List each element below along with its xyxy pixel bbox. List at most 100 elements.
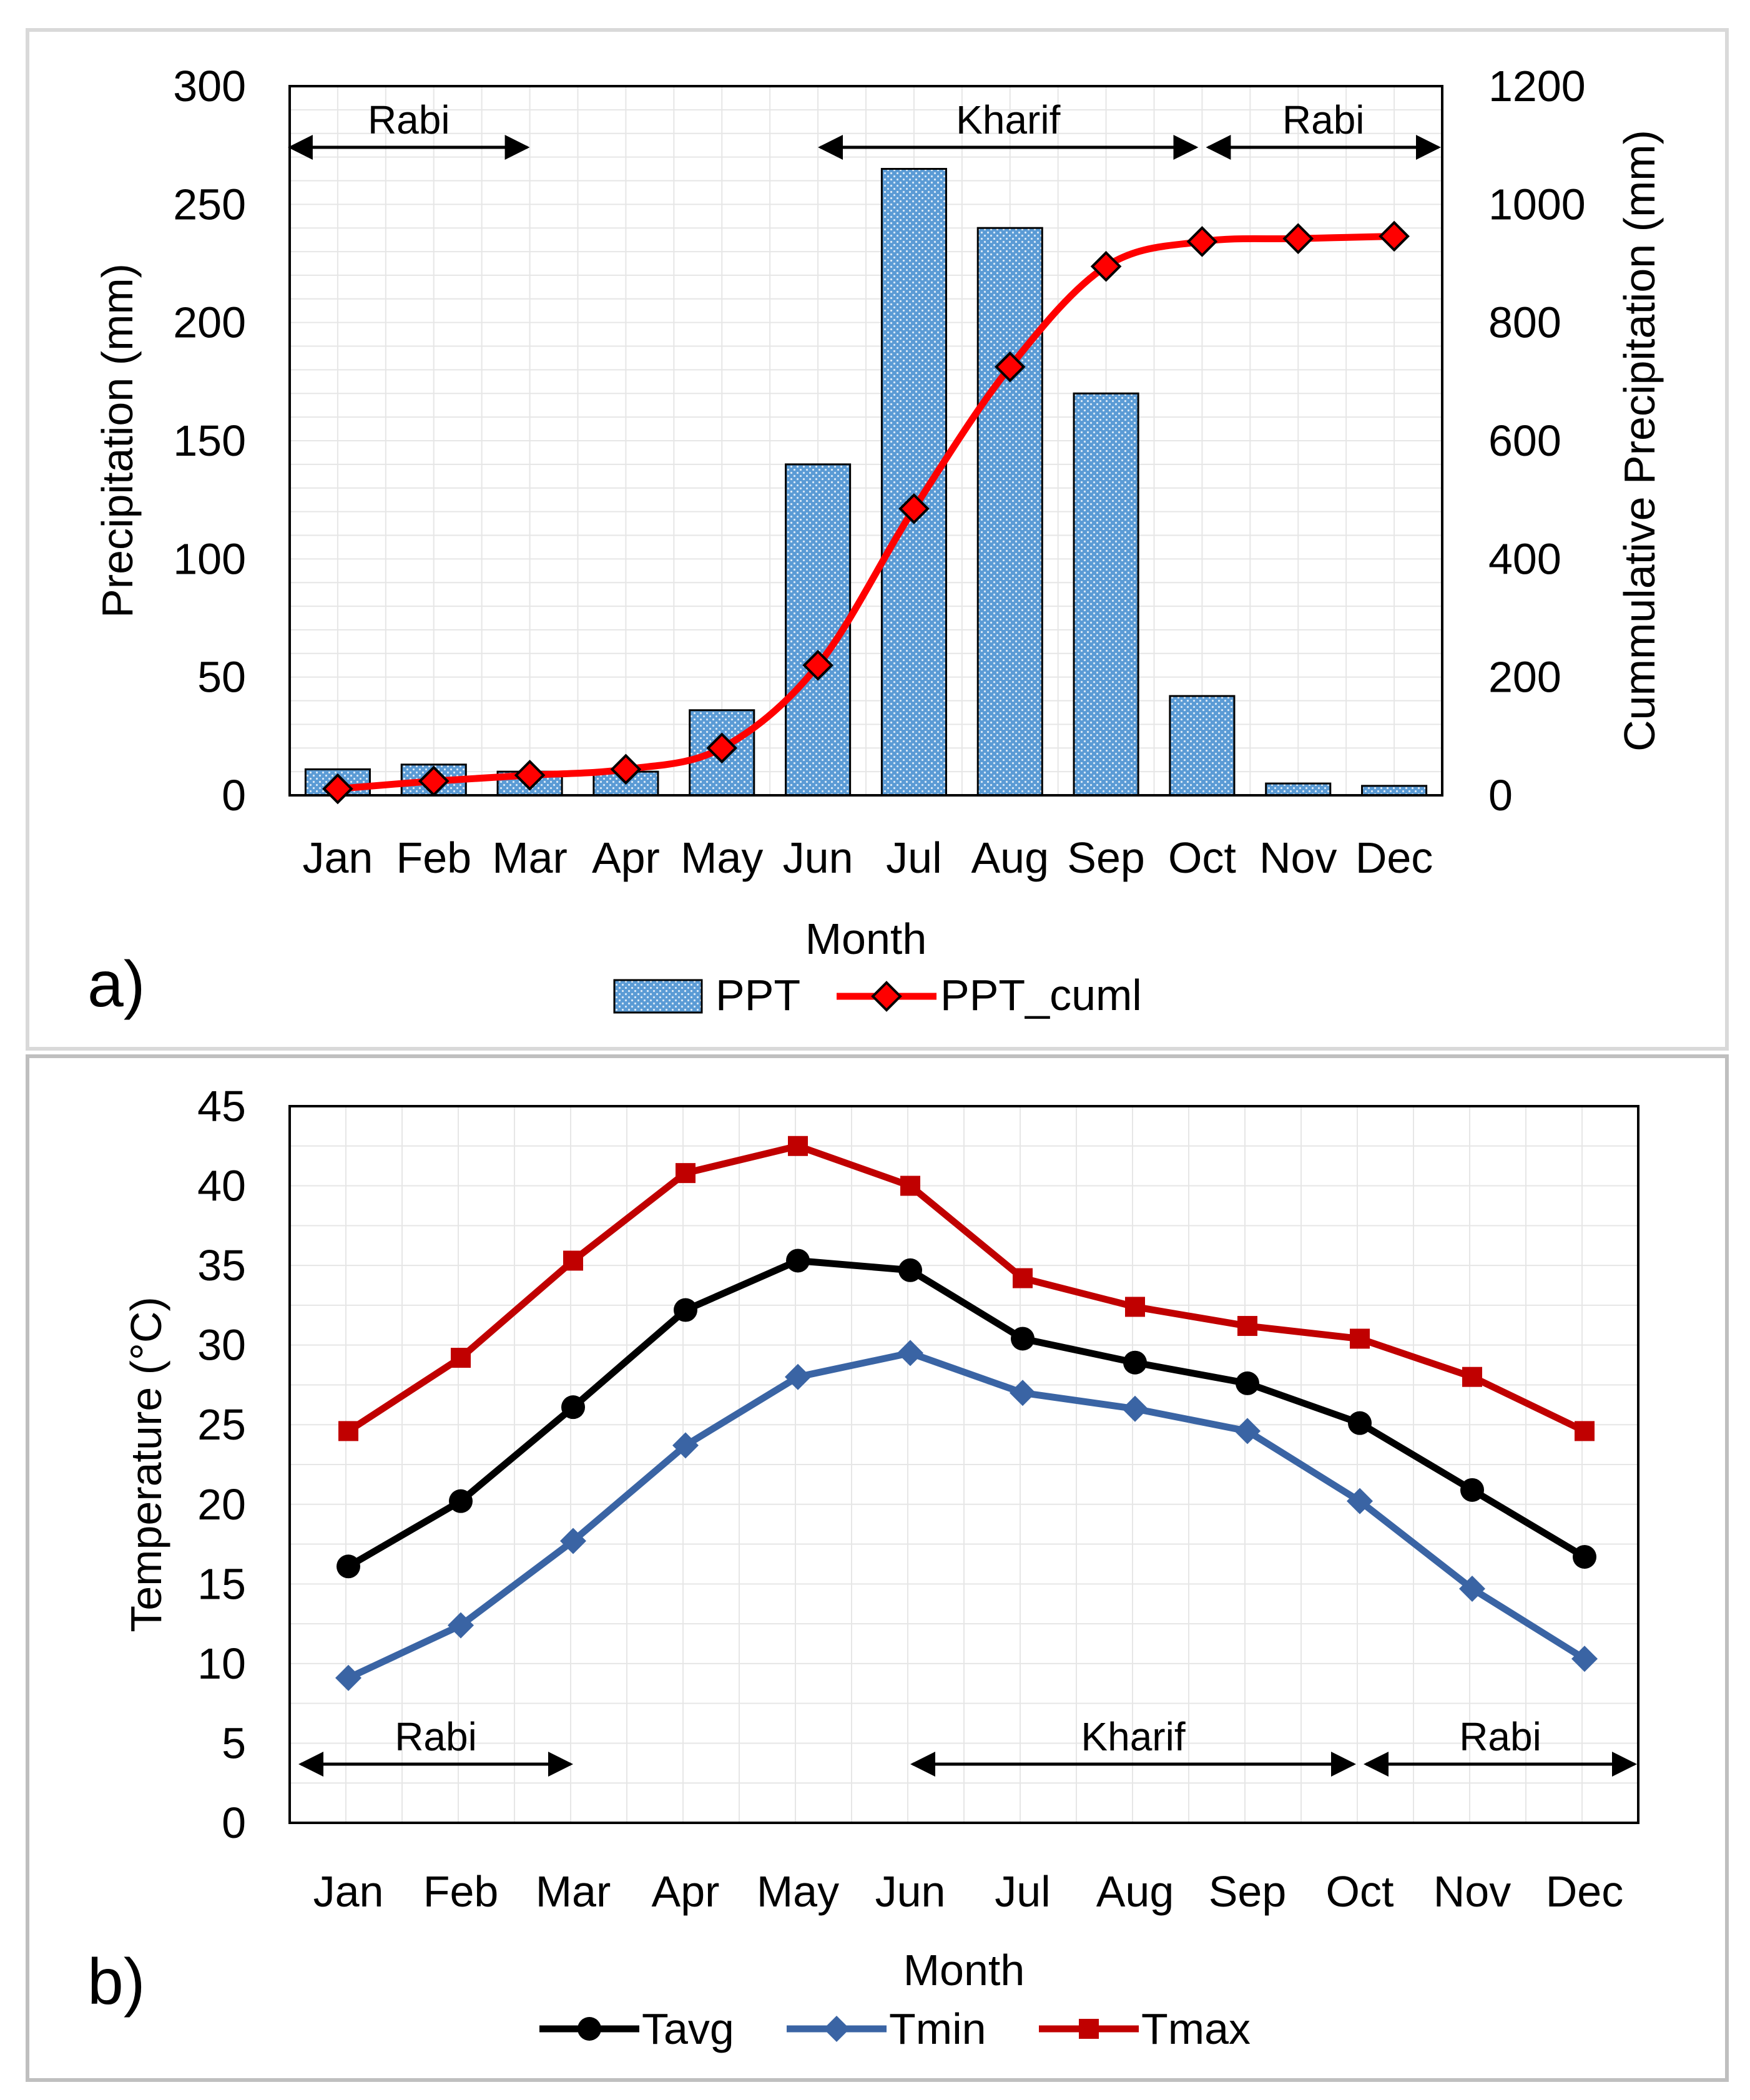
point-tmin (1122, 1395, 1148, 1422)
x-tick-label: Dec (1355, 833, 1433, 882)
x-axis-ticks: Jan Feb Mar Apr May Jun Jul Aug Sep Oct Nov Dec (302, 833, 1433, 882)
point-ppt-cuml (1186, 226, 1218, 257)
y-tick-label: 15 (197, 1559, 246, 1608)
y-tick-label: 40 (197, 1162, 246, 1210)
y2-axis-ticks: 0 200 400 600 800 1000 1200 (1488, 62, 1586, 820)
x-tick-label: Sep (1209, 1867, 1287, 1916)
y2-tick-label: 800 (1488, 298, 1561, 347)
y2-tick-label: 400 (1488, 534, 1561, 583)
x-tick-label: Mar (536, 1867, 611, 1916)
legend: Tavg Tmin Tmax (539, 2004, 1251, 2053)
panel-a-frame (26, 28, 1729, 1051)
season-label: Rabi (1459, 1714, 1541, 1759)
season-label: Kharif (956, 97, 1060, 142)
legend-marker-tmax (1079, 2019, 1099, 2039)
point-tmin (1459, 1575, 1485, 1602)
x-tick-label: Oct (1168, 833, 1236, 882)
point-ppt-cuml (610, 753, 642, 785)
bar-ppt (1169, 695, 1236, 797)
temperature-chart: 0 5 10 15 20 25 30 35 40 45 Jan Feb Mar Apr May Jun Jul… (87, 1082, 1639, 2053)
point-tmin (560, 1528, 586, 1554)
legend-marker-tavg (578, 2017, 601, 2041)
x-tick-label: Jan (313, 1867, 384, 1916)
legend-label-tavg: Tavg (642, 2004, 734, 2053)
y-tick-label: 20 (197, 1480, 246, 1529)
y2-tick-label: 1200 (1488, 62, 1586, 110)
x-tick-label: Apr (652, 1867, 720, 1916)
y-tick-label: 300 (173, 62, 246, 110)
point-tavg (898, 1258, 922, 1282)
x-tick-label: Feb (423, 1867, 499, 1916)
point-tmax (676, 1163, 696, 1184)
season-label: Rabi (1282, 97, 1365, 142)
point-ppt-cuml (322, 773, 353, 805)
point-ppt-cuml (1282, 223, 1314, 255)
point-tavg (337, 1554, 360, 1579)
bar-ppt (880, 168, 947, 797)
x-tick-label: Jul (995, 1867, 1050, 1916)
y-axis-title: Temperature (°C) (122, 1297, 170, 1632)
point-tmin (1234, 1418, 1261, 1445)
point-tavg (449, 1489, 473, 1513)
x-tick-label: Aug (971, 833, 1049, 882)
plot-area-frame (288, 85, 1443, 797)
plot-area-frame (288, 1105, 1639, 1824)
point-ppt-cuml (898, 493, 930, 524)
y-tick-label: 0 (222, 771, 246, 820)
x-tick-label: Aug (1096, 1867, 1174, 1916)
point-ppt-cuml (418, 765, 450, 797)
y2-tick-label: 0 (1488, 771, 1513, 820)
y-tick-label: 0 (222, 1798, 246, 1847)
bar-ppt (1265, 782, 1332, 797)
point-tmax (451, 1348, 471, 1368)
point-tmin (448, 1612, 474, 1639)
point-tmax (1013, 1268, 1033, 1288)
x-tick-label: Sep (1067, 833, 1145, 882)
point-tmin (1010, 1380, 1036, 1406)
point-tmin (785, 1363, 811, 1390)
legend: PPT PPT_cuml (613, 971, 1142, 1019)
point-tmax (900, 1175, 920, 1196)
x-tick-label: Apr (592, 833, 660, 882)
point-tavg (674, 1298, 697, 1322)
x-tick-label: Jul (886, 833, 941, 882)
temperature-lines (335, 1136, 1598, 1691)
point-tavg (1236, 1371, 1259, 1395)
legend-marker-ppt-cuml (871, 981, 902, 1012)
x-tick-label: Feb (396, 833, 471, 882)
point-tavg (786, 1249, 810, 1273)
line-tmin (347, 1349, 1586, 1681)
point-tmax (1125, 1297, 1145, 1317)
y-axis-ticks: 0 5 10 15 20 25 30 35 40 45 (197, 1082, 246, 1847)
point-ppt-cuml (802, 649, 833, 681)
y-tick-label: 100 (173, 534, 246, 583)
legend-label-ppt: PPT (715, 971, 800, 1019)
point-tmax (1350, 1328, 1370, 1349)
legend-label-tmin: Tmin (889, 2004, 986, 2053)
y-tick-label: 25 (197, 1400, 246, 1449)
x-axis-title: Month (805, 915, 927, 963)
point-tmax (1575, 1421, 1595, 1441)
x-tick-label: Dec (1546, 1867, 1623, 1916)
y-tick-label: 30 (197, 1321, 246, 1370)
point-tavg (1573, 1544, 1596, 1569)
y-tick-label: 10 (197, 1639, 246, 1688)
x-tick-label: Jun (783, 833, 853, 882)
ppt-bars (304, 168, 1428, 797)
x-tick-label: Nov (1259, 833, 1337, 882)
season-label: Kharif (1081, 1714, 1185, 1759)
point-tavg (1011, 1327, 1035, 1351)
x-axis-title: Month (903, 1946, 1025, 1995)
y-tick-label: 200 (173, 298, 246, 347)
y-tick-label: 150 (173, 416, 246, 465)
point-tavg (1348, 1411, 1372, 1435)
y-tick-label: 250 (173, 180, 246, 228)
point-tmax (563, 1250, 583, 1271)
point-tmax (788, 1136, 808, 1156)
x-tick-label: Jun (875, 1867, 946, 1916)
y2-tick-label: 200 (1488, 653, 1561, 702)
y-tick-label: 45 (197, 1082, 246, 1131)
ppt-cuml-line (322, 220, 1410, 805)
legend-label-tmax: Tmax (1141, 2004, 1251, 2053)
